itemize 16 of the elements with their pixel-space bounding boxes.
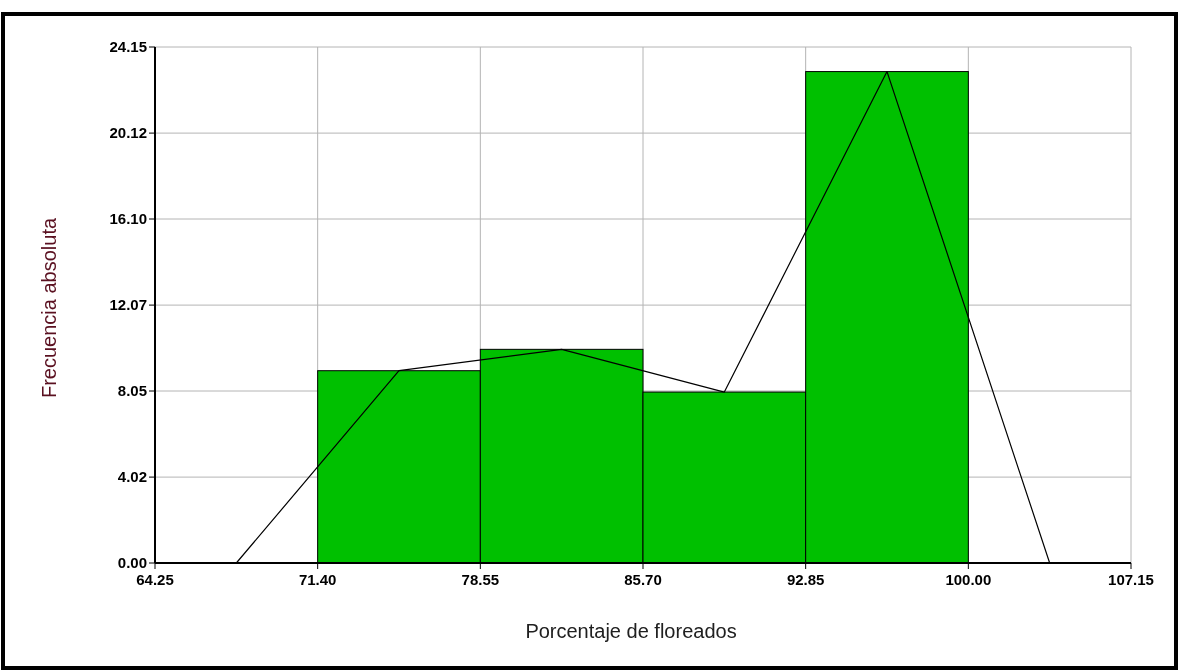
x-tick-label: 64.25 — [136, 571, 174, 588]
y-tick-label: 4.02 — [117, 468, 147, 486]
y-tick-label: 12.07 — [109, 296, 147, 314]
y-tick-label: 24.15 — [109, 38, 147, 55]
y-tick-label: 0.00 — [117, 554, 147, 571]
x-tick-label: 71.40 — [298, 571, 337, 588]
x-tick-label: 78.55 — [461, 571, 500, 588]
x-tick-label: 107.15 — [1108, 571, 1154, 588]
x-tick-label: 92.85 — [786, 571, 825, 588]
y-axis-title: Frecuencia absoluta — [38, 217, 60, 399]
x-tick-label: 85.70 — [624, 571, 662, 588]
y-tick-label: 8.05 — [117, 382, 147, 399]
x-tick-label: 100.00 — [945, 571, 992, 588]
y-tick-label: 16.10 — [109, 210, 147, 227]
x-axis-title: Porcentaje de floreados — [525, 620, 737, 642]
y-tick-label: 20.12 — [109, 124, 147, 142]
